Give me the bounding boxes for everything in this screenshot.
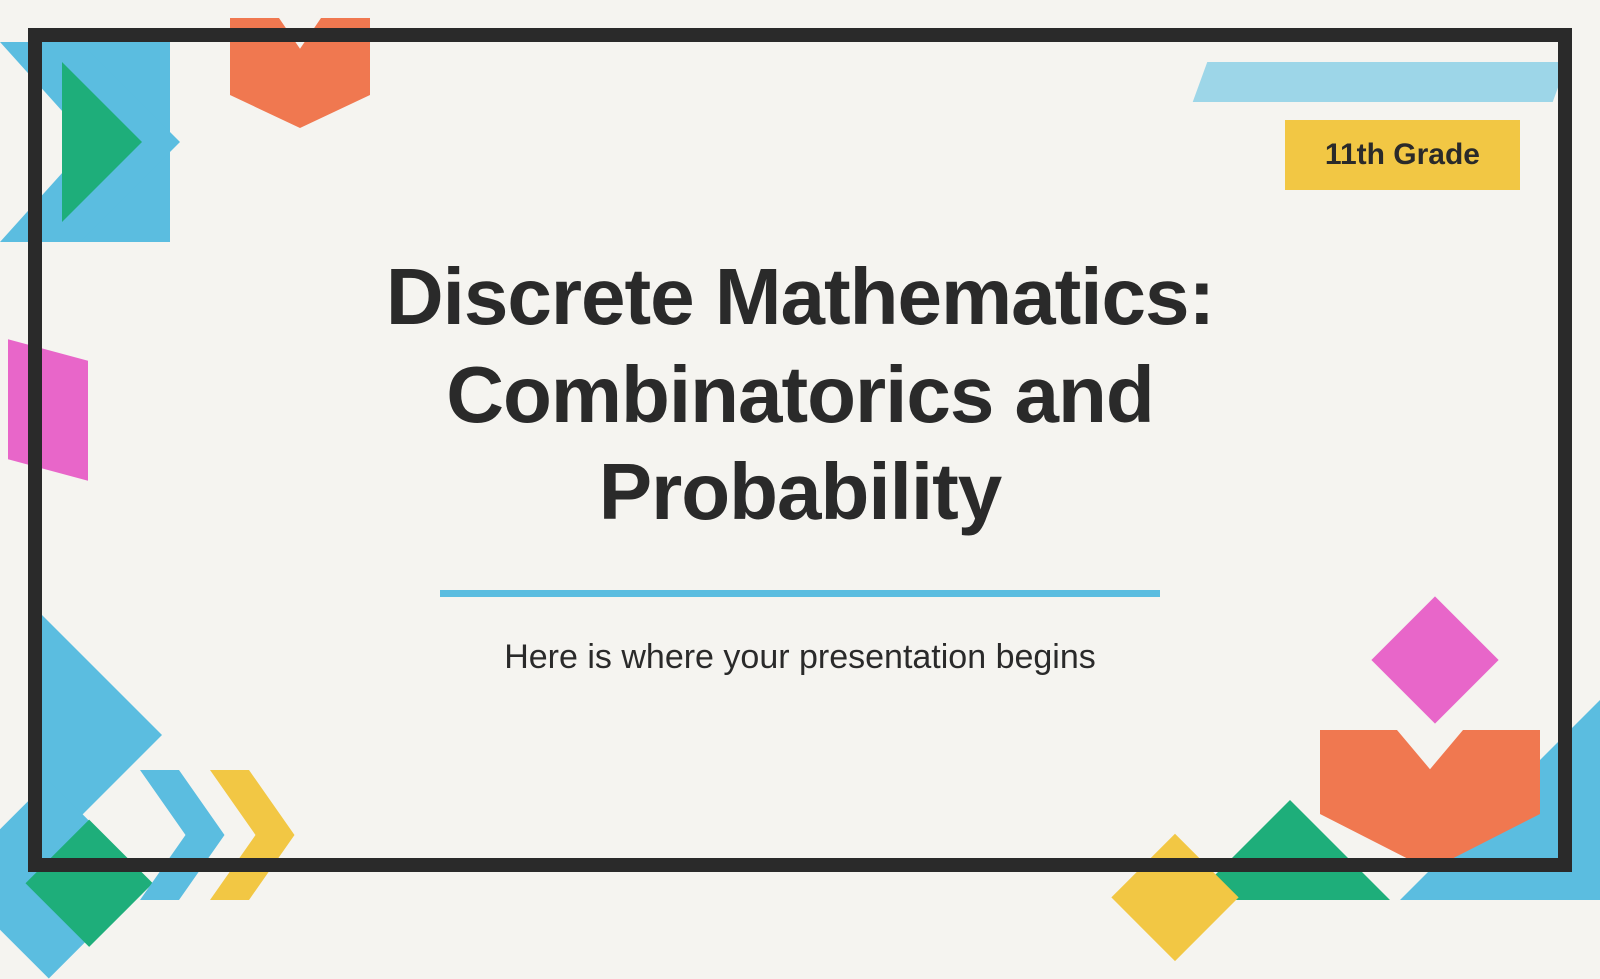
top-left-green-triangle: [62, 62, 142, 222]
top-right-lightblue-stripe: [1193, 62, 1568, 102]
grade-badge: 11th Grade: [1285, 120, 1520, 190]
slide-title: Discrete Mathematics:Combinatorics andPr…: [0, 248, 1600, 541]
slide-subtitle: Here is where your presentation begins: [0, 638, 1600, 677]
title-underline: [440, 590, 1160, 597]
top-left-orange-chevron-down-icon: [230, 18, 370, 128]
bottom-left-yellow-chevron-right-icon: [210, 770, 340, 900]
